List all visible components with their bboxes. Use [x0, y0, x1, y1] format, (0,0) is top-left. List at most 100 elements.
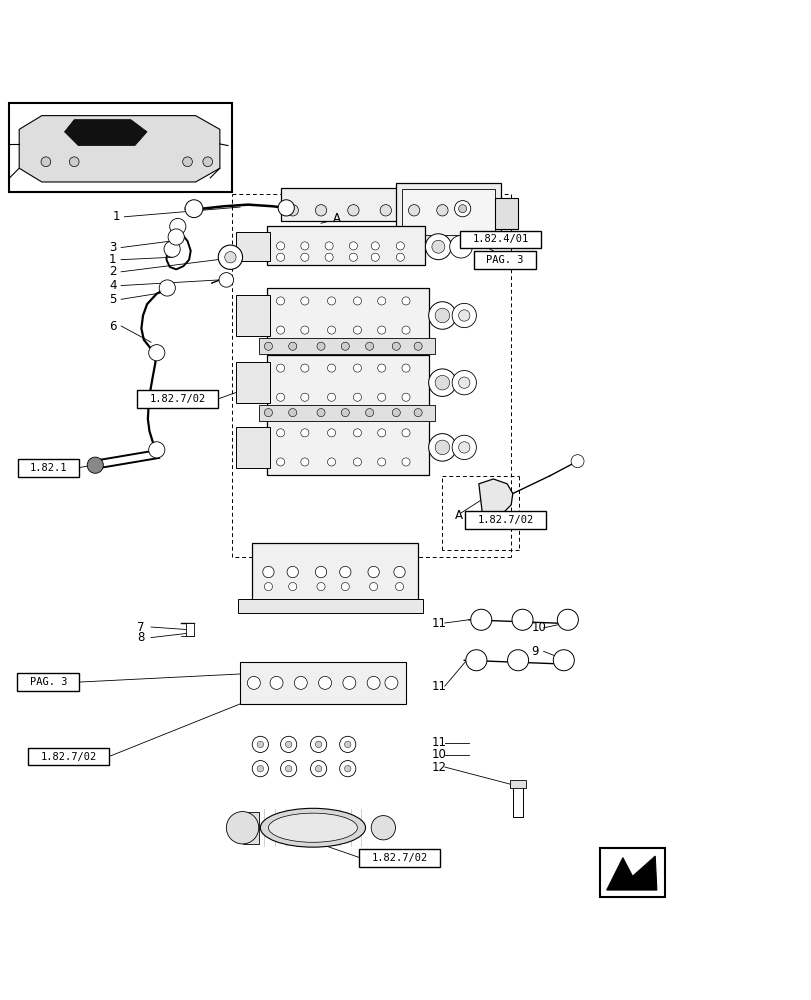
Ellipse shape	[268, 813, 357, 842]
Bar	[281, 188, 466, 221]
Circle shape	[452, 371, 476, 395]
Circle shape	[288, 583, 296, 591]
Circle shape	[285, 741, 291, 748]
Bar	[267, 355, 428, 410]
Circle shape	[435, 375, 449, 390]
Bar	[242, 812, 259, 844]
Circle shape	[431, 240, 444, 253]
Circle shape	[315, 741, 321, 748]
Circle shape	[324, 253, 333, 261]
Circle shape	[341, 342, 349, 350]
Circle shape	[458, 205, 466, 213]
Circle shape	[396, 253, 404, 261]
Circle shape	[264, 583, 272, 591]
Text: 11: 11	[431, 680, 446, 693]
Text: 11: 11	[431, 617, 446, 630]
Circle shape	[316, 583, 324, 591]
Circle shape	[452, 303, 476, 328]
Circle shape	[371, 242, 379, 250]
Circle shape	[470, 609, 491, 630]
Bar	[259, 405, 435, 421]
Circle shape	[281, 736, 296, 752]
Circle shape	[327, 326, 335, 334]
Circle shape	[353, 326, 361, 334]
Circle shape	[316, 409, 324, 417]
Circle shape	[428, 302, 456, 329]
Circle shape	[454, 201, 470, 217]
Circle shape	[300, 242, 308, 250]
Circle shape	[552, 650, 573, 671]
Circle shape	[512, 609, 532, 630]
Bar	[10, 103, 232, 192]
Text: PAG. 3: PAG. 3	[29, 677, 67, 687]
Circle shape	[466, 650, 487, 671]
Circle shape	[570, 455, 583, 468]
Circle shape	[310, 736, 326, 752]
Circle shape	[341, 583, 349, 591]
Circle shape	[344, 741, 350, 748]
Bar	[460, 231, 540, 248]
Circle shape	[384, 676, 397, 689]
Circle shape	[365, 409, 373, 417]
Circle shape	[339, 761, 355, 777]
Circle shape	[371, 816, 395, 840]
Circle shape	[458, 377, 470, 388]
Bar	[358, 849, 440, 867]
Circle shape	[339, 566, 350, 578]
Text: 11: 11	[431, 736, 446, 749]
Circle shape	[353, 297, 361, 305]
Circle shape	[393, 566, 405, 578]
Bar	[236, 362, 270, 403]
Circle shape	[425, 234, 451, 260]
Circle shape	[414, 409, 422, 417]
Text: 3: 3	[109, 241, 116, 254]
Circle shape	[148, 442, 165, 458]
Text: 8: 8	[137, 631, 144, 644]
Circle shape	[300, 364, 308, 372]
Text: 4: 4	[109, 279, 116, 292]
Bar	[267, 226, 424, 265]
Bar	[509, 780, 525, 788]
Circle shape	[342, 676, 355, 689]
Circle shape	[327, 393, 335, 401]
Circle shape	[257, 765, 264, 772]
Bar	[28, 748, 109, 765]
Circle shape	[377, 393, 385, 401]
Circle shape	[287, 205, 298, 216]
Circle shape	[226, 812, 259, 844]
Text: 1.82.7/02: 1.82.7/02	[371, 853, 427, 863]
Text: 1.82.7/02: 1.82.7/02	[477, 515, 533, 525]
Bar	[236, 232, 270, 261]
Circle shape	[452, 435, 476, 460]
Circle shape	[277, 297, 285, 305]
Circle shape	[288, 342, 296, 350]
Circle shape	[401, 326, 410, 334]
Circle shape	[277, 393, 285, 401]
Circle shape	[327, 364, 335, 372]
Circle shape	[353, 429, 361, 437]
Circle shape	[277, 253, 285, 261]
Circle shape	[353, 364, 361, 372]
Text: 1.82.4/01: 1.82.4/01	[472, 234, 528, 244]
Circle shape	[353, 458, 361, 466]
Circle shape	[225, 252, 236, 263]
Circle shape	[278, 200, 294, 216]
Bar	[17, 673, 79, 691]
Text: PAG. 3: PAG. 3	[485, 255, 523, 265]
Circle shape	[285, 765, 291, 772]
Circle shape	[287, 566, 298, 578]
Circle shape	[327, 458, 335, 466]
Circle shape	[300, 297, 308, 305]
Circle shape	[300, 458, 308, 466]
Bar	[238, 599, 423, 613]
Circle shape	[341, 409, 349, 417]
Circle shape	[277, 458, 285, 466]
Circle shape	[277, 326, 285, 334]
Polygon shape	[478, 479, 513, 518]
Circle shape	[257, 741, 264, 748]
Text: A: A	[454, 509, 462, 522]
Circle shape	[318, 676, 331, 689]
Circle shape	[392, 342, 400, 350]
Ellipse shape	[260, 808, 365, 847]
Circle shape	[377, 458, 385, 466]
